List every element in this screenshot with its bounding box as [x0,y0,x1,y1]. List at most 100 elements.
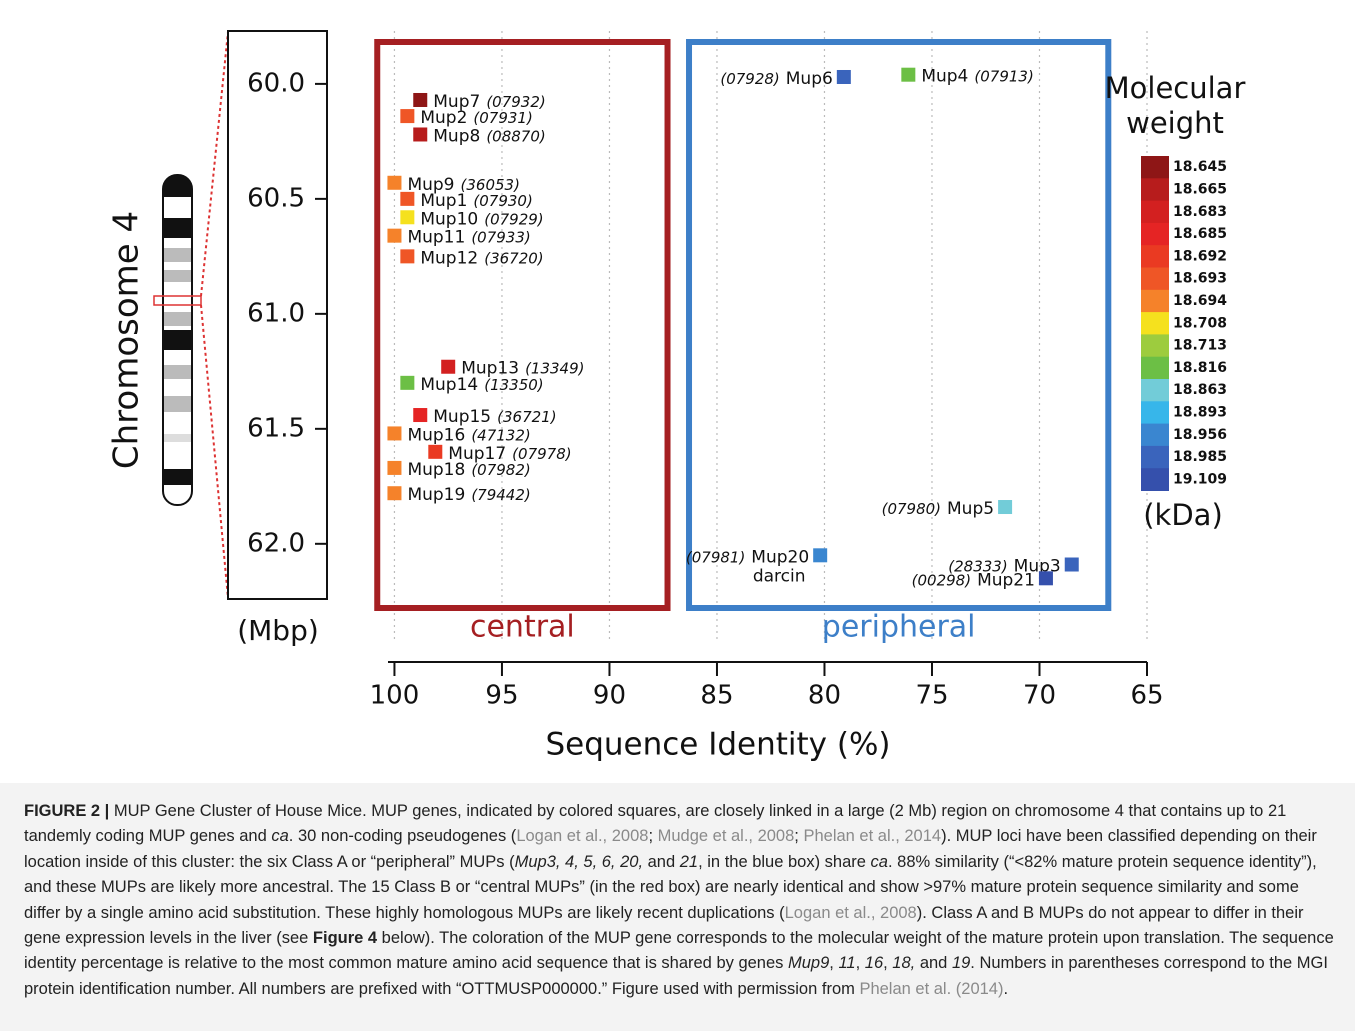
gene-label: Mup10 (07929) [420,209,543,229]
colorbar-swatch [1141,401,1169,424]
colorbar-swatch [1141,424,1169,447]
colorbar-label: 18.816 [1173,360,1227,376]
gene-name: Mup18 [407,460,465,480]
y-tick-label: 62.0 [247,528,305,558]
y-tick-label: 60.0 [247,68,305,98]
gene-marker [387,176,401,190]
colorbar-swatch [1141,156,1169,179]
gene-label: (07928)Mup6 [720,69,832,89]
colorbar-label: 18.713 [1173,338,1227,354]
x-tick-label: 85 [700,681,733,711]
gene-note: darcin [753,566,806,586]
citation-link[interactable]: Mudge et al., 2008 [658,827,795,845]
gene-id: (07933) [471,228,530,246]
x-axis-label: Sequence Identity (%) [545,727,890,763]
citation-link[interactable]: Phelan et al. (2014) [859,980,1003,998]
x-tick-label: 75 [915,681,948,711]
gene-marker [1039,571,1053,585]
gene-label: (07980) Mup5 [882,499,994,519]
gene-marker [400,109,414,123]
y-tick-label: 61.0 [247,298,305,328]
figure: Chromosome 4 (Mbp) Sequence Identity (%)… [0,0,1355,780]
caption-text: 11 [838,954,855,972]
gene-id: (07982) [471,460,530,478]
colorbar-unit: (kDa) [1143,498,1223,532]
gene-marker [387,426,401,440]
gene-marker [400,210,414,224]
gene-id: (07930) [473,191,532,209]
gene-name: Mup16 [407,425,465,445]
colorbar-label: 18.685 [1173,226,1227,242]
colorbar-swatch [1141,312,1169,335]
colorbar-swatch [1141,245,1169,268]
caption-text: ; [648,827,657,845]
colorbar-swatch [1141,357,1169,380]
gene-marker [387,229,401,243]
gene-marker [813,548,827,562]
gene-name: Mup5 [947,499,994,519]
gene-marker [387,461,401,475]
x-tick-label: 65 [1130,681,1163,711]
gene-name: Mup8 [433,126,480,146]
caption-text: . [1003,980,1008,998]
caption-text: , [856,954,865,972]
caption-text: Mup3, 4, 5, 6, 20, [515,853,643,871]
gene-marker [400,249,414,263]
colorbar-label: 18.956 [1173,427,1227,443]
gene-label: Mup19 (79442) [407,485,530,505]
gene-id: (79442) [471,486,530,504]
colorbar-label: 18.863 [1173,382,1227,398]
caption-text: 16 [865,954,883,972]
gene-id: (07980) [882,500,941,518]
gene-marker [400,376,414,390]
citation-link[interactable]: Logan et al., 2008 [516,827,648,845]
gene-name: Mup19 [407,485,465,505]
caption-text: 19 [952,954,970,972]
caption-text: , [883,954,892,972]
caption-text: . 30 non-coding pseudogenes ( [289,827,517,845]
gene-label: Mup4 (07913) [921,67,1033,87]
gene-id: (07981) [686,548,745,566]
gene-id: (07913) [974,67,1033,85]
gene-label: Mup16 (47132) [407,425,530,445]
group-box [689,42,1108,608]
colorbar-swatch [1141,379,1169,402]
colorbar-swatch [1141,334,1169,357]
colorbar-label: 18.665 [1173,181,1227,197]
gene-id: (07929) [484,210,543,228]
colorbar-label: 18.693 [1173,271,1227,287]
citation-link[interactable]: Logan et al., 2008 [785,904,917,922]
gene-label: Mup1(07930) [420,191,532,211]
colorbar-label: 18.683 [1173,204,1227,220]
gene-name: Mup11 [407,228,465,248]
gene-id: (00298) [912,571,971,589]
gene-marker [441,360,455,374]
caption-text: and [643,853,680,871]
figure-link[interactable]: Figure 4 [313,929,377,947]
colorbar-swatch [1141,290,1169,313]
x-tick-label: 90 [593,681,626,711]
gene-name: Mup4 [921,67,968,87]
gene-name: Mup6 [786,69,833,89]
gene-name: Mup2 [420,108,467,128]
gene-label: Mup2(07931) [420,108,532,128]
chromosome-label: Chromosome 4 [107,211,147,469]
colorbar-title: weight [1126,106,1224,140]
colorbar-swatch [1141,178,1169,201]
citation-link[interactable]: Phelan et al., 2014 [803,827,941,845]
caption-text: , in the blue box) share [698,853,870,871]
gene-name: Mup12 [420,248,478,268]
gene-name: Mup10 [420,209,478,229]
gene-marker [428,445,442,459]
colorbar-title: Molecular [1105,71,1246,105]
x-tick-label: 70 [1023,681,1056,711]
gene-marker [400,192,414,206]
x-tick-label: 100 [370,681,420,711]
gene-id: (47132) [471,426,530,444]
y-tick-label: 61.5 [247,413,305,443]
colorbar-label: 18.708 [1173,315,1227,331]
gene-label: Mup15(36721) [433,407,556,427]
gene-id: (08870) [486,127,545,145]
caption-text: Mup9 [788,954,829,972]
gene-marker [1065,558,1079,572]
